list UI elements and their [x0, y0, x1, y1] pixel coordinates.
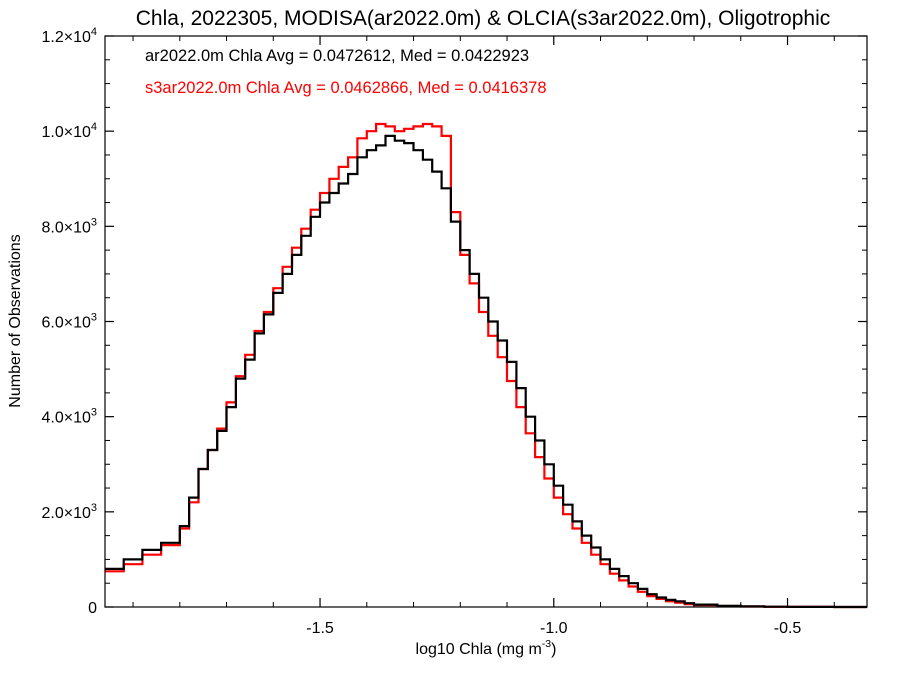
x-tick-label: -0.5	[774, 620, 802, 637]
x-axis-label-suffix: )	[551, 641, 556, 658]
series-layer	[105, 122, 867, 609]
y-tick-label: 4.0×103	[41, 407, 97, 427]
legend-entry-ar2022: ar2022.0m Chla Avg = 0.0472612, Med = 0.…	[145, 47, 529, 65]
y-tick-label: 1.2×104	[41, 26, 97, 46]
x-tick-label: -1.0	[540, 620, 568, 637]
x-axis: -1.5 -1.0 -0.5	[132, 36, 835, 637]
y-axis: 0 2.0×103 4.0×103 6.0×103 8.0×103 1.0×104 1.2×…	[41, 26, 867, 617]
plot-frame	[104, 35, 868, 608]
x-axis-label: log10 Chla (mg m-3)	[416, 638, 557, 658]
legend-entry-s3ar2022: s3ar2022.0m Chla Avg = 0.0462866, Med = …	[145, 79, 547, 97]
y-axis-label: Number of Observations	[7, 234, 24, 407]
x-tick-label: -1.5	[306, 620, 334, 637]
x-axis-label-exponent: -3	[542, 638, 551, 650]
chart-title: Chla, 2022305, MODISA(ar2022.0m) & OLCIA…	[136, 7, 831, 30]
series-line-0	[105, 134, 867, 609]
y-tick-label: 0	[88, 600, 97, 617]
y-tick-label: 6.0×103	[41, 312, 97, 332]
y-tick-label: 8.0×103	[41, 216, 97, 236]
y-tick-label: 2.0×103	[41, 502, 97, 522]
series-line-1	[105, 122, 867, 609]
y-tick-label: 1.0×104	[41, 121, 97, 141]
x-axis-label-text: log10 Chla (mg m	[416, 641, 542, 658]
